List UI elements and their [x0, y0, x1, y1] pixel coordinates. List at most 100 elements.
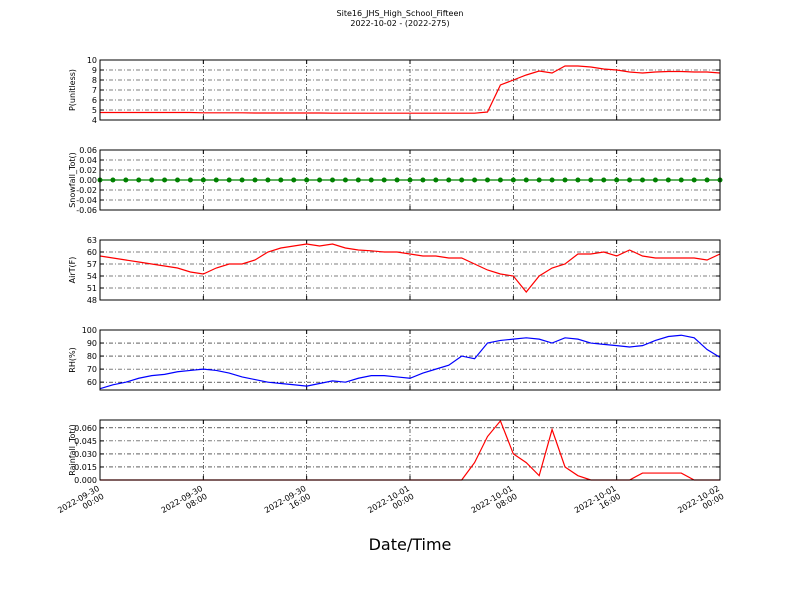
y-tick-label: -0.04 — [76, 196, 97, 205]
y-tick-label: 0.06 — [79, 146, 97, 155]
data-point — [433, 177, 439, 183]
y-tick-label: 80 — [87, 352, 97, 361]
y-tick-label: 6 — [92, 96, 97, 105]
data-point — [252, 177, 258, 183]
y-tick-label: 0.02 — [79, 166, 97, 175]
y-tick-label: 60 — [87, 378, 97, 387]
y-axis-label: P(unitless) — [68, 69, 77, 111]
data-point — [355, 177, 361, 183]
data-point — [497, 177, 503, 183]
plot-frame — [99, 419, 721, 481]
data-point — [678, 177, 684, 183]
data-line — [99, 334, 721, 390]
data-point — [162, 177, 168, 183]
chart-subtitle: 2022-10-02 - (2022-275) — [350, 19, 449, 28]
data-point — [472, 177, 478, 183]
data-point — [510, 177, 516, 183]
data-point — [187, 177, 193, 183]
y-tick-label: 7 — [92, 86, 97, 95]
y-tick-label: 5 — [92, 106, 97, 115]
data-point — [640, 177, 645, 183]
data-point — [665, 177, 671, 183]
y-tick-label: 0.000 — [74, 476, 97, 485]
data-point — [601, 177, 607, 183]
y-axis-label: RH(%) — [68, 347, 77, 372]
data-point — [200, 177, 206, 183]
plot-frame — [99, 59, 721, 121]
y-tick-label: 90 — [87, 339, 97, 348]
y-tick-label: 0.015 — [74, 463, 97, 472]
data-point — [627, 177, 633, 183]
y-tick-label: 8 — [92, 76, 97, 85]
data-point — [136, 177, 142, 183]
y-tick-label: 54 — [87, 272, 97, 281]
data-point — [175, 177, 180, 183]
data-point — [536, 177, 542, 183]
y-tick-label: 100 — [82, 326, 97, 335]
data-point — [588, 177, 594, 183]
data-point — [342, 177, 348, 183]
data-point — [446, 177, 452, 183]
y-axis-label: Snowfall_Tot() — [68, 152, 77, 208]
data-point — [368, 177, 374, 183]
plot-frame — [99, 329, 721, 391]
y-tick-label: 10 — [87, 56, 97, 65]
data-point — [110, 177, 116, 183]
y-tick-label: -0.02 — [76, 186, 97, 195]
data-point — [265, 177, 271, 183]
y-tick-label: 51 — [87, 284, 97, 293]
data-point — [381, 177, 387, 183]
data-point — [485, 177, 490, 183]
data-point — [652, 177, 658, 183]
data-point — [304, 177, 310, 183]
data-point — [523, 177, 529, 183]
data-point — [394, 177, 400, 183]
data-point — [149, 177, 155, 183]
y-tick-label: 0.045 — [74, 437, 97, 446]
plot-frame — [99, 149, 721, 211]
data-line — [99, 243, 721, 293]
y-tick-label: 57 — [87, 260, 97, 269]
y-tick-label: 9 — [92, 66, 97, 75]
y-tick-label: -0.06 — [76, 206, 97, 215]
data-point — [317, 177, 323, 183]
y-tick-label: 48 — [87, 296, 97, 305]
data-point — [691, 177, 697, 183]
y-tick-label: 60 — [87, 248, 97, 257]
data-point — [291, 177, 297, 183]
y-tick-label: 4 — [92, 116, 97, 125]
data-point — [226, 177, 232, 183]
y-tick-label: 63 — [87, 236, 97, 245]
data-point — [562, 177, 568, 183]
y-tick-label: 0.00 — [79, 176, 97, 185]
data-point — [123, 177, 129, 183]
plot-frame — [99, 239, 721, 301]
data-point — [330, 177, 335, 183]
y-tick-label: 70 — [87, 365, 97, 374]
x-axis-label: Date/Time — [369, 535, 452, 554]
chart-title: Site16_JHS_High_School_Fifteen — [337, 9, 464, 18]
y-axis-label: AirT(F) — [68, 257, 77, 284]
data-point — [407, 177, 413, 183]
data-point — [704, 177, 710, 183]
data-line — [100, 65, 721, 114]
y-axis-label: Rainfall_Tot() — [68, 424, 77, 476]
data-point — [239, 177, 245, 183]
y-tick-label: 0.04 — [79, 156, 97, 165]
y-tick-label: 0.030 — [74, 450, 97, 459]
data-point — [213, 177, 219, 183]
data-point — [278, 177, 284, 183]
data-point — [614, 177, 620, 183]
data-point — [459, 177, 465, 183]
data-point — [420, 177, 426, 183]
data-point — [575, 177, 581, 183]
y-tick-label: 0.060 — [74, 424, 97, 433]
